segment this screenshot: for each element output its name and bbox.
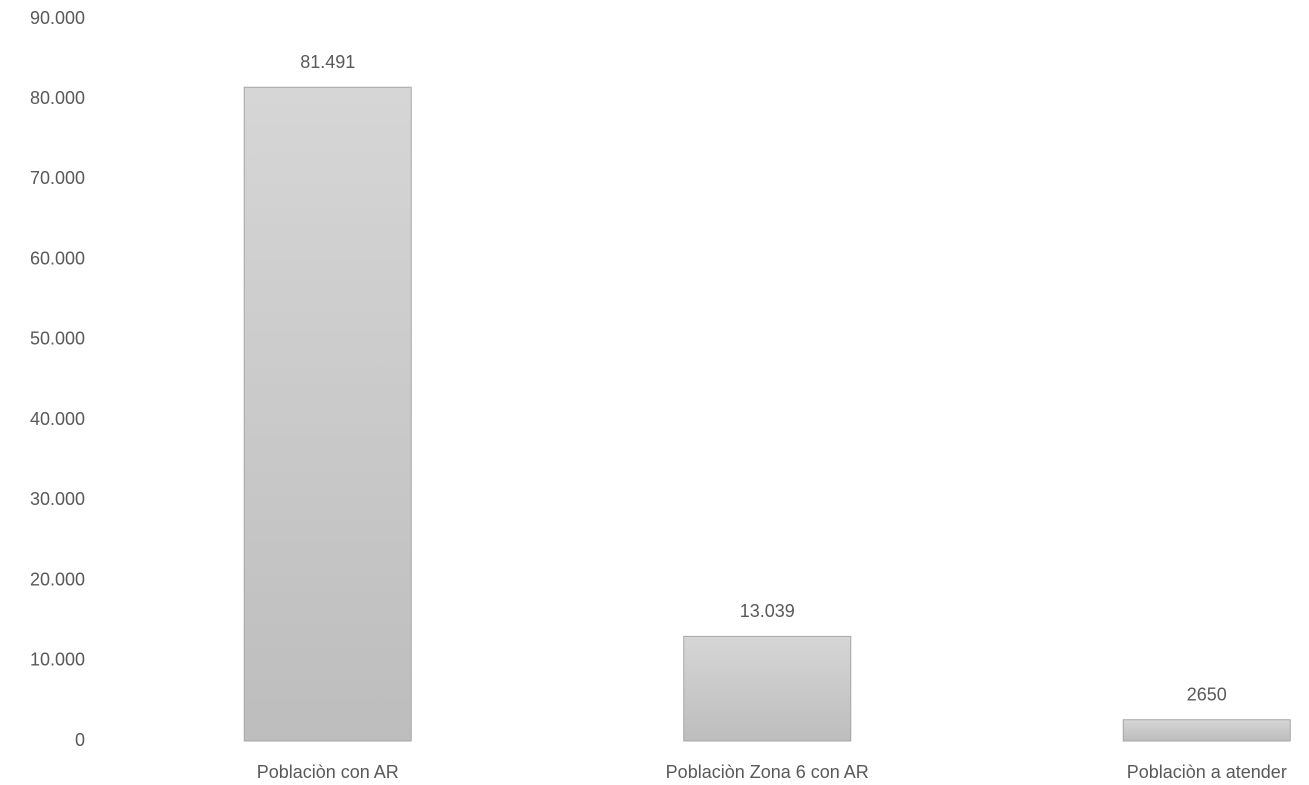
x-tick-label: Poblaciòn a atender: [1127, 762, 1287, 782]
y-tick-label: 30.000: [30, 489, 85, 509]
y-tick-label: 50.000: [30, 329, 85, 349]
y-tick-label: 20.000: [30, 569, 85, 589]
value-label: 2650: [1187, 684, 1227, 704]
y-tick-label: 60.000: [30, 248, 85, 268]
bar: [1122, 719, 1291, 742]
bar: [243, 86, 412, 742]
y-tick-label: 0: [75, 730, 85, 750]
bar: [683, 635, 852, 742]
y-tick-label: 40.000: [30, 409, 85, 429]
y-tick-label: 10.000: [30, 650, 85, 670]
x-tick-label: Poblaciòn con AR: [257, 762, 399, 782]
y-tick-label: 70.000: [30, 168, 85, 188]
y-tick-label: 80.000: [30, 88, 85, 108]
y-tick-label: 90.000: [30, 8, 85, 28]
value-label: 13.039: [740, 601, 795, 621]
value-label: 81.491: [300, 52, 355, 72]
x-tick-label: Poblaciòn Zona 6 con AR: [666, 762, 869, 782]
